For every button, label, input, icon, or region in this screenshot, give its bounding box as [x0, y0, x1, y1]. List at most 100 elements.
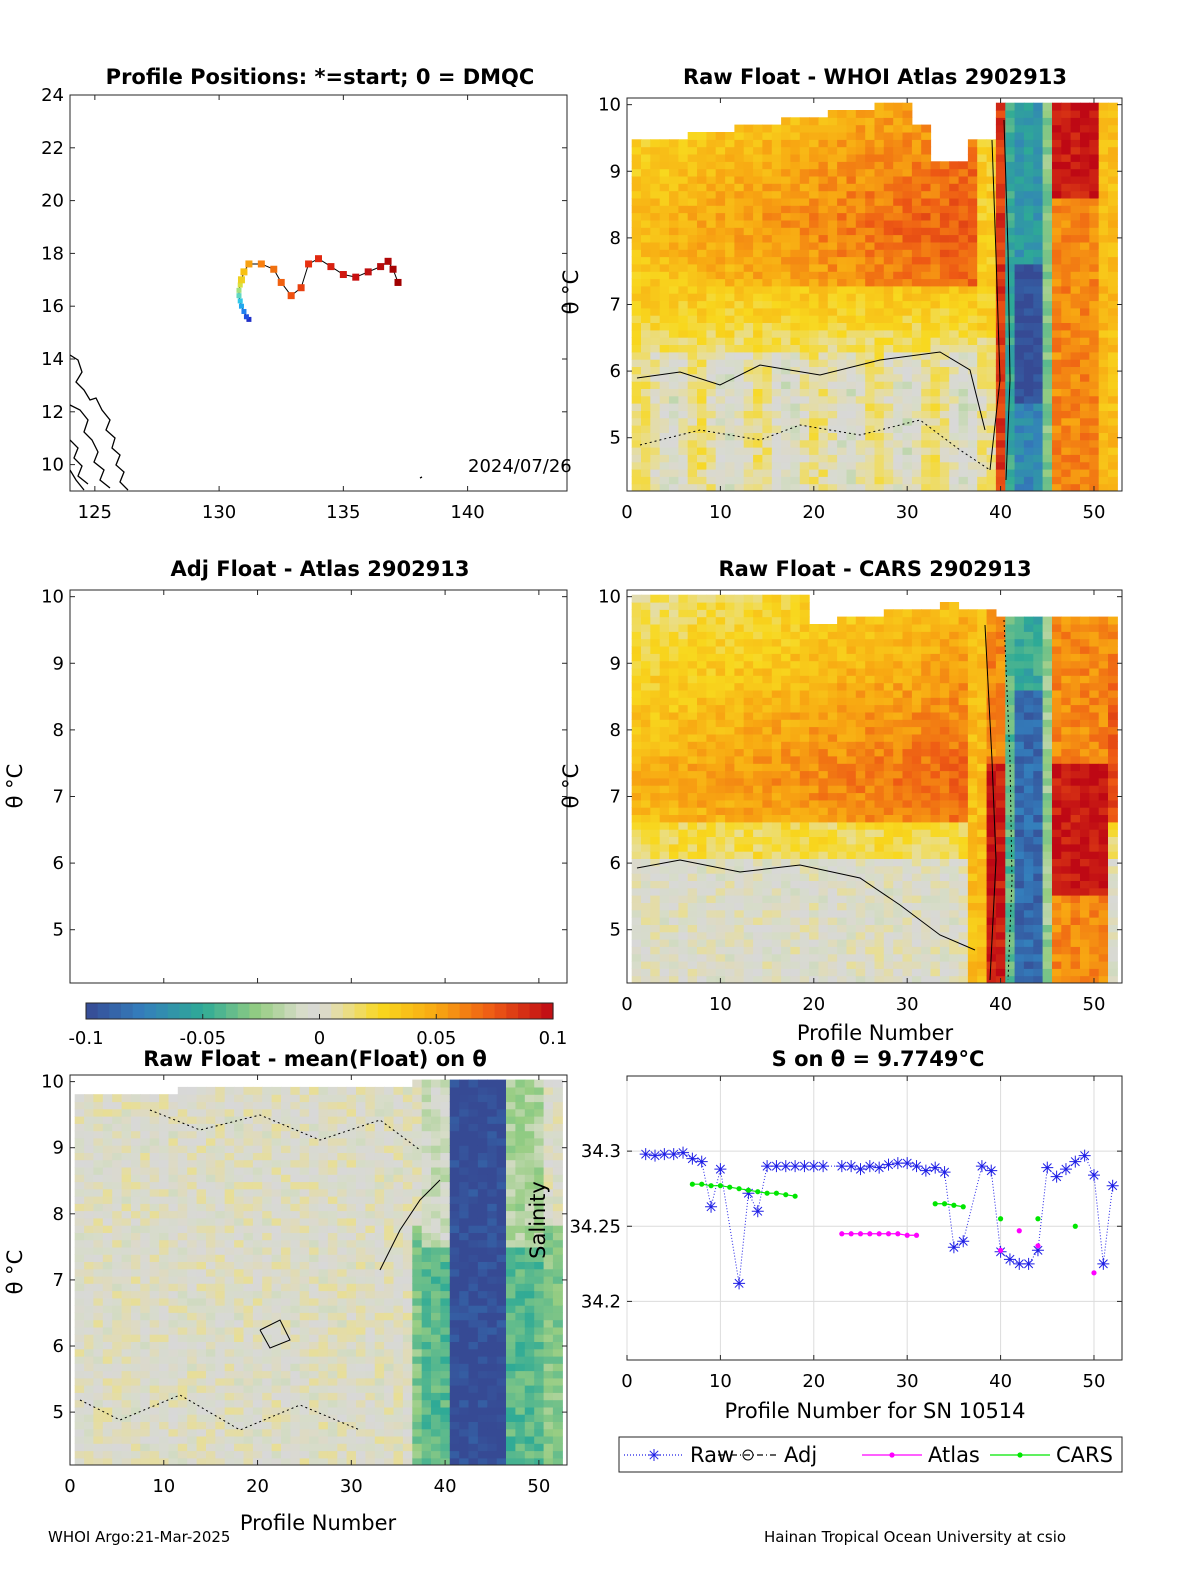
heat-cell [631, 961, 642, 969]
heat-cell [911, 748, 922, 757]
heat-cell [743, 403, 754, 411]
heat-cell [743, 469, 754, 477]
heat-cell [771, 667, 782, 676]
heat-cell [995, 417, 1006, 426]
heat-cell [911, 263, 922, 272]
heat-cell [958, 168, 969, 177]
heat-cell [809, 366, 819, 375]
heat-cell [902, 763, 913, 772]
heat-cell [949, 880, 960, 889]
heat-cell [893, 190, 904, 199]
heat-cell [1070, 417, 1081, 426]
heat-cell [697, 624, 707, 632]
heat-cell [911, 154, 922, 162]
heat-cell [1023, 139, 1034, 148]
heat-cell [977, 733, 988, 742]
heat-cell [827, 653, 838, 662]
heat-cell [641, 931, 651, 940]
heat-cell [958, 447, 969, 455]
heat-cell [874, 278, 885, 287]
heat-cell [762, 161, 773, 170]
heat-cell [771, 329, 782, 338]
heat-cell [1023, 117, 1034, 126]
heat-cell [818, 682, 829, 691]
heat-cell [846, 961, 857, 969]
heat-cell [893, 219, 904, 228]
track-point [377, 263, 385, 271]
heat-cell [659, 212, 670, 221]
heat-cell [799, 733, 810, 742]
heat-cell [809, 417, 819, 426]
heat-cell [967, 689, 978, 698]
heat-cell [771, 146, 782, 155]
heat-cell [818, 741, 829, 750]
heat-cell [641, 300, 651, 309]
heat-cell [697, 263, 707, 272]
heat-cell [1014, 821, 1025, 830]
heat-cell [837, 388, 847, 397]
heat-cell [781, 403, 791, 411]
heat-cell [837, 476, 847, 485]
heat-cell [1023, 461, 1034, 470]
heat-cell [939, 395, 950, 404]
heat-cell [781, 256, 791, 265]
heat-cell [874, 821, 885, 830]
heat-cell [771, 785, 782, 794]
heat-cell [893, 300, 904, 309]
heat-cell [631, 373, 642, 382]
heat-cell [995, 322, 1006, 331]
heat-cell [930, 873, 941, 881]
heat-cell [641, 454, 651, 463]
heat-cell [865, 953, 876, 962]
heat-cell [949, 968, 960, 977]
heat-cell [893, 653, 904, 662]
heat-cell [967, 483, 978, 491]
heat-cell [893, 432, 904, 441]
heat-cell [930, 821, 941, 830]
heat-cell [827, 858, 838, 867]
heat-cell [930, 616, 941, 625]
heat-cell [1108, 139, 1118, 148]
heat-cell [1070, 219, 1081, 228]
heat-cell [725, 711, 735, 720]
heat-cell [986, 483, 997, 491]
heat-cell [1014, 256, 1025, 265]
heat-cell [986, 417, 997, 426]
heat-cell [855, 337, 866, 345]
heat-cell [715, 351, 726, 360]
heat-cell [911, 895, 922, 903]
heat-cell [687, 197, 698, 206]
heat-cell [893, 344, 904, 353]
heat-cell [939, 953, 950, 962]
heat-cell [631, 719, 642, 728]
heat-cell [977, 763, 988, 772]
heat-cell [837, 175, 847, 184]
heat-cell [762, 146, 773, 155]
heat-cell [967, 792, 978, 801]
heat-cell [734, 873, 745, 881]
heat-cell [883, 939, 894, 947]
heat-cell [1070, 403, 1081, 411]
heat-cell [865, 139, 876, 148]
heat-cell [921, 366, 932, 375]
heat-cell [725, 667, 735, 676]
heat-cell [669, 381, 679, 389]
heat-cell [715, 631, 726, 640]
heat-cell [855, 675, 866, 684]
heat-cell [1061, 344, 1072, 353]
heat-cell [874, 792, 885, 801]
heat-cell [967, 227, 978, 236]
heat-cell [669, 197, 679, 206]
heat-cell [799, 946, 810, 955]
heat-cell [669, 931, 679, 940]
heat-cell [790, 263, 801, 272]
track-point [236, 293, 242, 299]
heat-cell [753, 631, 763, 640]
heat-cell [883, 799, 894, 808]
heat-cell [967, 175, 978, 184]
heat-cell [977, 895, 988, 903]
heat-cell [631, 609, 642, 618]
heat-cell [1061, 190, 1072, 199]
heat-cell [790, 205, 801, 214]
heat-cell [678, 234, 689, 243]
